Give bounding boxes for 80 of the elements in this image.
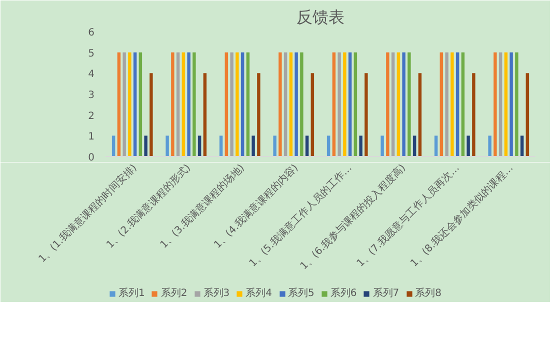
bar — [515, 52, 518, 156]
bar — [418, 73, 422, 156]
bar — [498, 52, 502, 156]
bar — [526, 73, 530, 156]
bar — [246, 52, 250, 156]
y-tick-label: 5 — [88, 48, 95, 60]
bar — [252, 136, 255, 156]
bar — [257, 73, 260, 156]
bar — [343, 52, 346, 156]
bar — [354, 52, 358, 156]
bar — [171, 52, 174, 156]
bar — [440, 52, 444, 156]
legend-label: 系列8 — [415, 286, 442, 300]
bar — [520, 136, 524, 156]
bar — [219, 136, 223, 156]
bar — [284, 52, 288, 156]
bar — [294, 52, 298, 156]
bar — [326, 136, 330, 156]
bar — [488, 136, 492, 156]
bar — [396, 52, 400, 156]
bar — [133, 52, 137, 156]
bar — [192, 52, 196, 156]
bar — [391, 52, 395, 156]
bar — [300, 52, 304, 156]
bar — [434, 136, 438, 156]
bar — [494, 52, 497, 156]
legend-label: 系列3 — [203, 286, 230, 300]
bar — [144, 136, 148, 156]
y-tick-label: 1 — [88, 132, 95, 143]
legend-label: 系列7 — [372, 286, 400, 300]
legend-label: 系列4 — [246, 286, 272, 300]
bar — [182, 52, 186, 156]
bar — [236, 52, 239, 156]
bar — [122, 52, 126, 156]
bar — [273, 136, 276, 156]
bar — [310, 73, 314, 156]
bar — [198, 136, 202, 156]
bar — [359, 136, 362, 156]
bar — [128, 52, 132, 156]
bar — [166, 136, 169, 156]
bar — [289, 52, 293, 156]
bar — [117, 52, 121, 156]
bar — [456, 52, 460, 156]
bar — [386, 52, 390, 156]
bar — [412, 136, 416, 156]
bar — [461, 52, 465, 156]
bar — [504, 52, 508, 156]
bar — [445, 52, 448, 156]
y-tick-label: 0 — [88, 152, 95, 164]
bar — [338, 52, 341, 156]
legend-label: 系列5 — [288, 286, 314, 300]
y-tick-label: 4 — [88, 69, 95, 80]
bar — [466, 136, 470, 156]
bar — [176, 52, 180, 156]
legend-label: 系列2 — [160, 286, 188, 300]
bar — [364, 73, 368, 156]
y-tick-label: 6 — [88, 28, 95, 38]
y-tick-label: 2 — [88, 110, 95, 122]
bar — [278, 52, 282, 156]
bar — [138, 52, 142, 156]
bar — [332, 52, 336, 156]
bar — [450, 52, 454, 156]
bar — [402, 52, 406, 156]
bar — [230, 52, 234, 156]
bar — [305, 136, 309, 156]
bar — [203, 73, 207, 156]
bar — [380, 136, 384, 156]
bar — [187, 52, 190, 156]
bar — [472, 73, 476, 156]
chart-title: 反馈表 — [296, 8, 344, 26]
bar — [348, 52, 352, 156]
bar — [510, 52, 513, 156]
bar — [240, 52, 244, 156]
bar — [408, 52, 411, 156]
bar — [224, 52, 228, 156]
bar — [150, 73, 153, 156]
bar — [112, 136, 116, 156]
y-tick-label: 3 — [88, 90, 95, 101]
legend-label: 系列1 — [118, 286, 145, 300]
legend-label: 系列6 — [330, 286, 357, 300]
